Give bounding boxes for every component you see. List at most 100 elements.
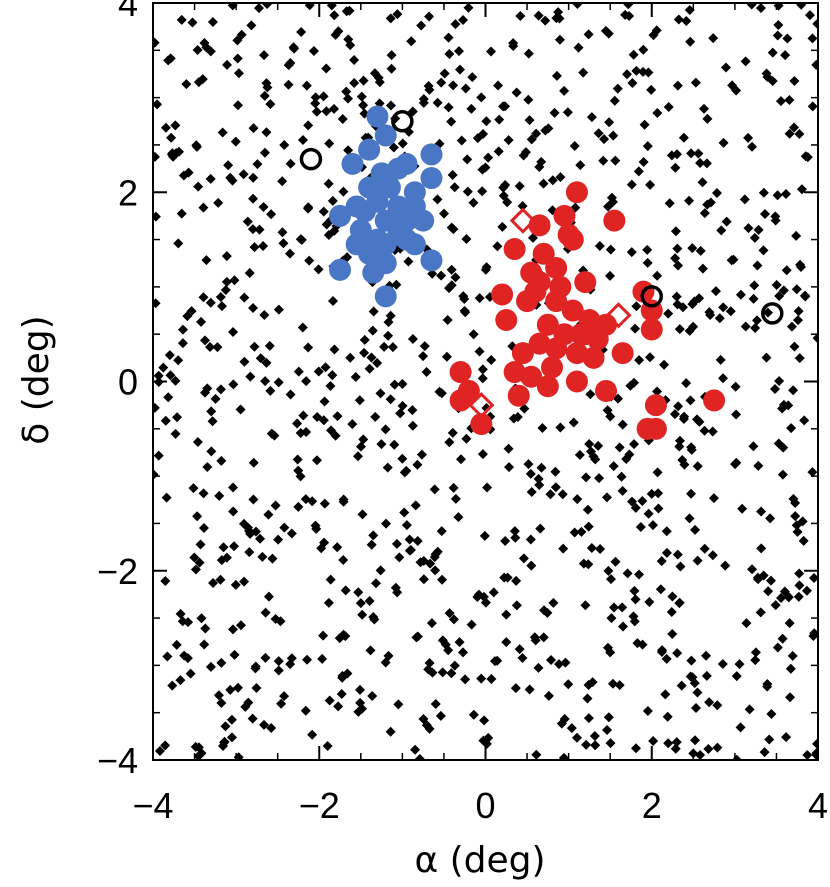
- field-star-point: [172, 412, 183, 423]
- field-star-point: [217, 740, 228, 751]
- field-star-point: [177, 338, 188, 349]
- field-star-point: [774, 291, 785, 302]
- field-star-point: [337, 114, 348, 125]
- field-star-point: [593, 440, 604, 451]
- field-star-point: [602, 642, 613, 653]
- blue-member-point: [395, 152, 418, 175]
- field-star-point: [385, 100, 396, 111]
- field-star-point: [261, 357, 272, 368]
- field-star-point: [450, 272, 461, 283]
- field-star-point: [555, 422, 566, 433]
- field-star-point: [793, 315, 804, 326]
- field-star-point: [630, 323, 641, 334]
- field-star-point: [556, 718, 567, 729]
- field-star-point: [383, 330, 394, 341]
- field-star-point: [453, 512, 464, 523]
- field-star-point: [660, 689, 671, 700]
- field-star-point: [586, 112, 597, 123]
- blue-member-point: [420, 167, 443, 190]
- field-star-point: [793, 306, 804, 317]
- field-star-point: [721, 216, 732, 227]
- field-star-point: [794, 353, 805, 364]
- field-star-point: [540, 15, 551, 26]
- field-star-point: [670, 253, 681, 264]
- field-star-point: [365, 645, 376, 656]
- field-star-point: [429, 552, 440, 563]
- field-star-point: [265, 385, 276, 396]
- field-star-point: [200, 623, 211, 634]
- field-star-point: [629, 377, 640, 388]
- field-star-point: [285, 389, 296, 400]
- red-member-point: [491, 283, 514, 306]
- field-star-point: [460, 307, 471, 318]
- field-star-point: [686, 655, 697, 666]
- field-star-point: [198, 488, 209, 499]
- field-star-point: [277, 227, 288, 238]
- field-star-point: [415, 557, 426, 568]
- field-star-point: [510, 532, 521, 543]
- field-star-point: [524, 115, 535, 126]
- field-star-point: [192, 436, 203, 447]
- field-star-point: [646, 488, 657, 499]
- field-star-point: [672, 648, 683, 659]
- field-star-point: [599, 134, 610, 145]
- field-star-point: [536, 156, 547, 167]
- field-star-point: [480, 264, 491, 275]
- field-star-point: [804, 10, 815, 21]
- field-star-point: [153, 450, 164, 461]
- field-star-point: [635, 521, 646, 532]
- field-star-point: [236, 620, 247, 631]
- field-star-point: [603, 712, 614, 723]
- field-star-point: [257, 551, 268, 562]
- field-star-point: [448, 80, 459, 91]
- field-star-point: [634, 355, 645, 366]
- open-circle-point: [640, 285, 663, 308]
- field-star-point: [239, 356, 250, 367]
- blue-member-point: [374, 124, 397, 147]
- field-star-point: [401, 465, 412, 476]
- field-star-point: [463, 3, 474, 13]
- field-star-point: [401, 520, 412, 531]
- field-star-point: [353, 451, 364, 462]
- field-star-point: [695, 749, 706, 760]
- field-star-point: [799, 415, 810, 426]
- field-star-point: [228, 327, 239, 338]
- field-star-point: [582, 504, 593, 515]
- field-star-point: [325, 574, 336, 585]
- field-star-point: [197, 74, 208, 85]
- blue-member-point: [358, 138, 381, 161]
- field-star-point: [191, 140, 202, 151]
- field-star-point: [318, 630, 329, 641]
- field-star-point: [232, 53, 243, 64]
- field-star-point: [692, 555, 703, 566]
- field-star-point: [675, 561, 686, 572]
- field-star-point: [712, 742, 723, 753]
- field-star-point: [656, 556, 667, 567]
- field-star-point: [260, 652, 271, 663]
- field-star-point: [617, 602, 628, 613]
- red-member-point: [703, 389, 726, 412]
- field-star-point: [698, 103, 709, 114]
- field-star-point: [444, 608, 455, 619]
- field-star-point: [359, 347, 370, 358]
- field-star-point: [404, 534, 415, 545]
- field-star-point: [381, 518, 392, 529]
- field-star-point: [585, 389, 596, 400]
- red-member-point: [611, 342, 634, 365]
- field-star-point: [334, 633, 345, 644]
- field-star-point: [612, 83, 623, 94]
- field-star-point: [162, 651, 173, 662]
- field-star-point: [392, 9, 403, 20]
- field-star-point: [338, 186, 349, 197]
- field-star-point: [629, 585, 640, 596]
- field-star-point: [652, 108, 663, 119]
- field-star-point: [424, 11, 435, 22]
- field-star-point: [311, 106, 322, 117]
- field-star-point: [340, 585, 351, 596]
- field-star-point: [217, 127, 228, 138]
- field-star-point: [252, 159, 263, 170]
- field-star-point: [764, 734, 775, 745]
- field-star-point: [536, 462, 547, 473]
- field-star-point: [338, 494, 349, 505]
